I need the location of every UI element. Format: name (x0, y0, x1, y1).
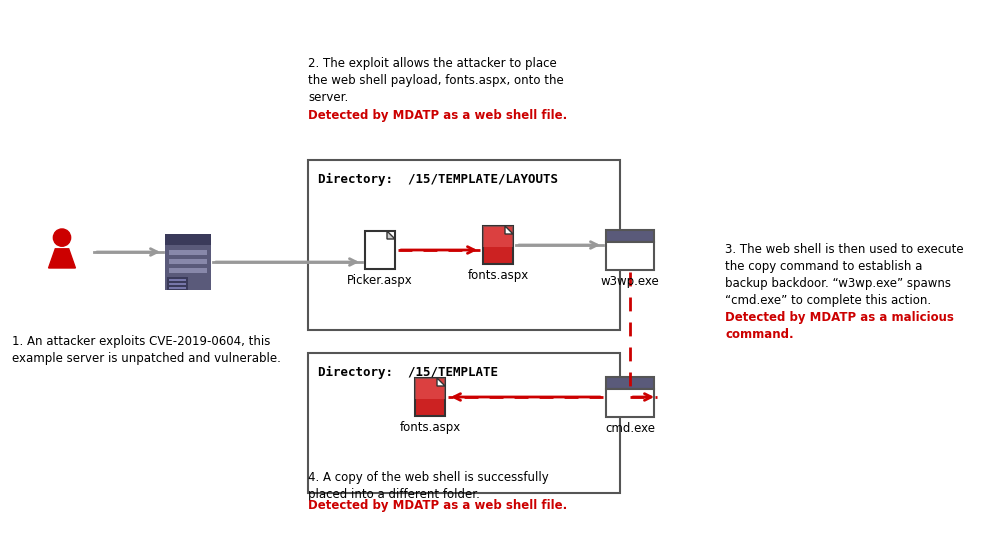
Text: fonts.aspx: fonts.aspx (400, 421, 461, 434)
Polygon shape (505, 226, 513, 234)
Bar (167, 277, 188, 290)
Text: 3. The web shell is then used to execute
the copy command to establish a
backup : 3. The web shell is then used to execute… (725, 243, 964, 307)
Bar (606, 389, 654, 417)
Bar (365, 231, 395, 269)
Bar (165, 234, 211, 245)
Bar (606, 242, 654, 270)
Text: Directory:  /15/TEMPLATE: Directory: /15/TEMPLATE (318, 366, 498, 379)
Bar (169, 279, 186, 281)
Bar (606, 377, 654, 389)
Bar (169, 268, 207, 273)
Circle shape (53, 229, 71, 246)
Text: 4. A copy of the web shell is successfully
placed into a different folder.: 4. A copy of the web shell is successful… (308, 471, 548, 501)
Text: Directory:  /15/TEMPLATE/LAYOUTS: Directory: /15/TEMPLATE/LAYOUTS (318, 173, 558, 186)
Text: fonts.aspx: fonts.aspx (468, 269, 528, 282)
Bar (483, 226, 513, 247)
Bar (415, 378, 445, 399)
Text: 2. The exploit allows the attacker to place
the web shell payload, fonts.aspx, o: 2. The exploit allows the attacker to pl… (308, 57, 563, 104)
Bar (483, 226, 513, 264)
Bar (169, 287, 186, 289)
Bar (169, 283, 186, 285)
Text: Detected by MDATP as a malicious
command.: Detected by MDATP as a malicious command… (725, 311, 954, 341)
Bar (415, 378, 445, 416)
Polygon shape (387, 231, 395, 239)
Bar (165, 234, 211, 290)
Text: w3wp.exe: w3wp.exe (600, 275, 659, 288)
Bar (169, 250, 207, 255)
Text: Picker.aspx: Picker.aspx (347, 274, 413, 287)
Bar (308, 353, 620, 493)
Polygon shape (49, 249, 76, 268)
Text: Detected by MDATP as a web shell file.: Detected by MDATP as a web shell file. (308, 109, 567, 122)
Text: Detected by MDATP as a web shell file.: Detected by MDATP as a web shell file. (308, 499, 567, 512)
Text: cmd.exe: cmd.exe (605, 422, 655, 435)
Bar (606, 230, 654, 242)
Bar (169, 259, 207, 264)
Bar (308, 160, 620, 330)
Polygon shape (437, 378, 445, 386)
Text: 1. An attacker exploits CVE-2019-0604, this
example server is unpatched and vuln: 1. An attacker exploits CVE-2019-0604, t… (12, 335, 281, 365)
